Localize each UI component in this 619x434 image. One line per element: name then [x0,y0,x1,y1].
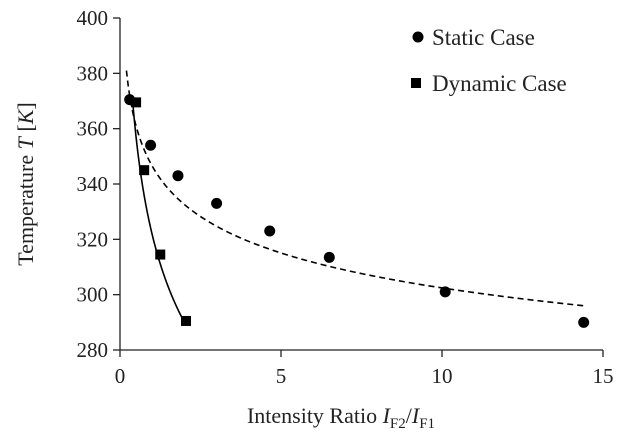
x-tick-label: 15 [593,364,614,388]
y-axis-title-unit-open: [ [13,124,38,131]
static-case-point [172,170,184,182]
legend-label-static: Static Case [432,25,535,50]
x-axis-title-den-var: I [411,403,421,428]
x-tick-label: 0 [115,364,126,388]
data-points [124,94,590,328]
x-tick-label: 10 [432,364,453,388]
y-tick-label: 300 [77,283,109,307]
static-case-point [145,139,157,151]
y-axis-title-unit-var: K [13,108,38,125]
y-tick-label: 340 [77,172,109,196]
y-axis-title: Temperature T [K] [13,102,38,265]
y-tick-label: 320 [77,227,109,251]
y-axis-title-prefix: Temperature [13,149,38,265]
x-axis-title-slash: / [406,403,413,428]
static-case-point [264,225,276,237]
static-case-point [323,251,335,263]
y-axis-title-var: T [13,135,38,149]
dynamic-case-point [181,315,192,326]
axes: 280 300 320 340 360 380 400 0 5 10 15 [77,6,614,388]
legend-marker-static [412,31,424,43]
dynamic-case-point [139,165,150,176]
dynamic-case-point [131,97,142,108]
y-axis-title-unit-close: ] [13,102,38,109]
x-axis-title-num-var: I [382,403,392,428]
static-case-point [439,286,451,298]
y-tick-label: 360 [77,117,109,141]
x-axis-title-den-sub: F1 [419,416,435,432]
static-case-point [578,316,590,328]
x-axis-title: Intensity Ratio IF2/IF1 [247,403,435,432]
x-axis-title-num-sub: F2 [390,416,406,432]
y-tick-label: 380 [77,61,109,85]
y-tick-label: 400 [77,6,109,30]
x-axis-title-prefix: Intensity Ratio [247,403,383,428]
y-tick-label: 280 [77,338,109,362]
legend: Static Case Dynamic Case [411,25,567,96]
static-fit-curve [125,70,584,307]
dynamic-fit-curve [132,103,186,323]
legend-label-dynamic: Dynamic Case [432,71,567,96]
dynamic-case-point [155,249,166,260]
x-tick-label: 5 [276,364,287,388]
legend-marker-dynamic [411,78,421,88]
fit-curves [125,70,584,323]
static-case-point [211,197,223,209]
